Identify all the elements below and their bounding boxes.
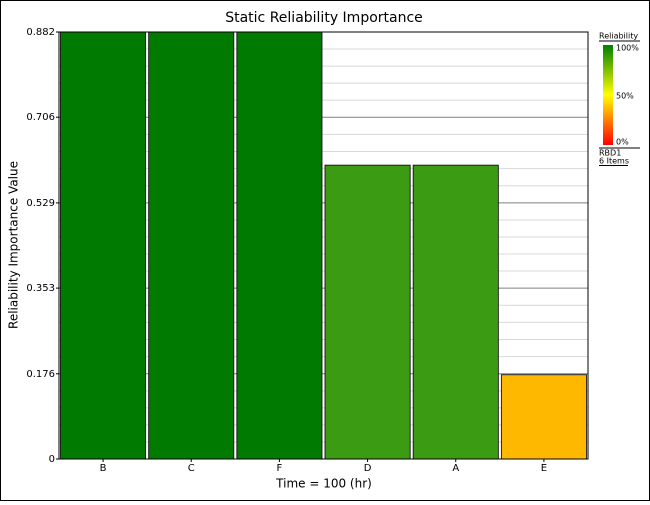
legend-group: RBD1 bbox=[599, 149, 621, 158]
legend-gradient bbox=[603, 45, 613, 145]
y-tick-label: 0.882 bbox=[26, 27, 55, 38]
legend-scale-label: 50% bbox=[616, 92, 634, 101]
x-tick-label: D bbox=[364, 463, 372, 474]
y-tick-label: 0 bbox=[49, 454, 55, 465]
plot-border bbox=[58, 31, 589, 460]
y-axis-label: Reliability Importance Value bbox=[7, 161, 21, 329]
legend: Reliability 100% 50% 0% RBD1 6 Items bbox=[599, 32, 640, 166]
x-tick-label: F bbox=[277, 463, 283, 474]
x-tick-label: B bbox=[100, 463, 107, 474]
bar bbox=[60, 31, 147, 460]
x-tick-label: C bbox=[188, 463, 195, 474]
bar bbox=[412, 164, 499, 460]
plot-area bbox=[59, 32, 588, 459]
chart-title: Static Reliability Importance bbox=[225, 10, 423, 26]
legend-count: 6 Items bbox=[599, 157, 629, 166]
y-tick-label: 0.706 bbox=[26, 112, 55, 123]
x-axis-label: Time = 100 (hr) bbox=[275, 477, 372, 491]
y-tick-label: 0.353 bbox=[26, 283, 55, 294]
bar bbox=[500, 374, 587, 460]
y-tick-label: 0.529 bbox=[26, 198, 55, 209]
legend-scale-label: 100% bbox=[616, 44, 639, 53]
legend-scale-label: 0% bbox=[616, 138, 629, 147]
bar bbox=[148, 31, 235, 460]
legend-title: Reliability bbox=[599, 32, 638, 41]
bar bbox=[324, 164, 411, 460]
x-tick-label: E bbox=[541, 463, 547, 474]
y-tick-label: 0.176 bbox=[26, 369, 55, 380]
x-tick-label: A bbox=[452, 463, 459, 474]
bar bbox=[236, 31, 323, 460]
